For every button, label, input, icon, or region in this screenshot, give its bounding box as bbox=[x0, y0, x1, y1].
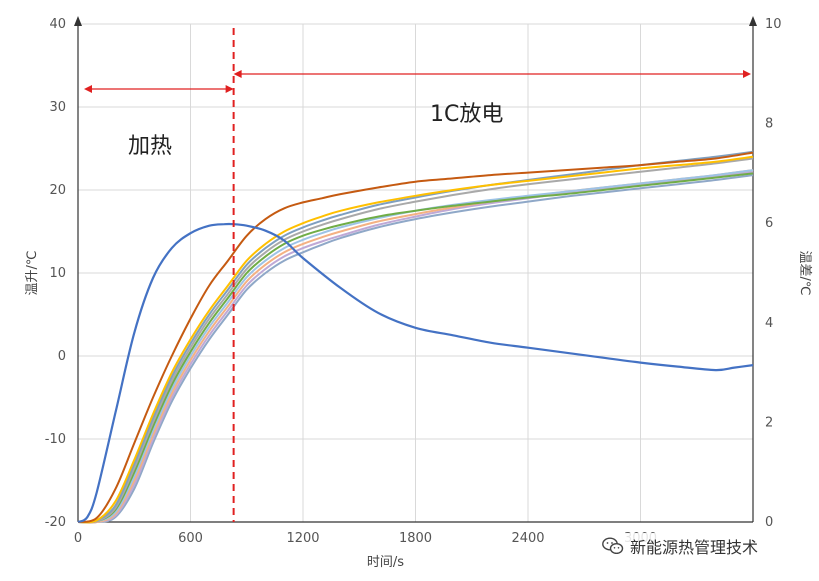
temp-rise-series-line bbox=[77, 157, 754, 524]
heating-span-arrow-arrowhead-left bbox=[84, 85, 92, 93]
x-tick-label: 2400 bbox=[511, 531, 544, 546]
temp-rise-series-line bbox=[77, 150, 754, 524]
y-left-tick-label: -10 bbox=[45, 432, 66, 447]
temp-diff-series-line bbox=[77, 222, 754, 524]
discharge-span-arrow-arrowhead-right bbox=[743, 70, 751, 78]
y-right-axis-title: 温差/℃ bbox=[797, 251, 812, 296]
y-left-tick-label: 40 bbox=[49, 17, 66, 32]
x-tick-label: 600 bbox=[178, 531, 203, 546]
y-left-tick-label: 30 bbox=[49, 100, 66, 115]
annotations: 加热 1C放电 bbox=[84, 28, 751, 522]
y-right-tick-label: 10 bbox=[765, 17, 782, 32]
temp-rise-series-line bbox=[77, 174, 754, 524]
grid bbox=[78, 23, 753, 523]
y-left-tick-label: 0 bbox=[58, 349, 66, 364]
series-lines bbox=[77, 150, 754, 524]
y-left-axis-title: 温升/℃ bbox=[25, 251, 40, 296]
wechat-icon bbox=[602, 537, 624, 555]
y-right-tick-label: 6 bbox=[765, 216, 773, 231]
x-tick-label: 1800 bbox=[399, 531, 432, 546]
temp-rise-series-line bbox=[77, 155, 754, 524]
temp-rise-series-line bbox=[77, 151, 754, 523]
y-right-tick-label: 8 bbox=[765, 117, 773, 132]
y-right-tick-label: 0 bbox=[765, 515, 773, 530]
x-axis-title: 时间/s bbox=[367, 555, 404, 570]
discharge-span-arrow-arrowhead-left bbox=[233, 70, 242, 78]
heating-span-arrow-arrowhead-right bbox=[225, 85, 234, 93]
watermark-text: 新能源热管理技术 bbox=[630, 538, 759, 557]
right-axis-arrow bbox=[749, 16, 757, 26]
x-tick-label: 0 bbox=[74, 531, 82, 546]
y-left-tick-label: 20 bbox=[49, 183, 66, 198]
left-axis-arrow bbox=[74, 16, 82, 26]
discharge-annotation: 1C放电 bbox=[430, 102, 503, 127]
y-right-tick-label: 2 bbox=[765, 415, 773, 430]
axes bbox=[74, 16, 757, 523]
heating-annotation: 加热 bbox=[128, 134, 172, 159]
x-tick-label: 1200 bbox=[286, 531, 319, 546]
y-left-tick-label: 10 bbox=[49, 266, 66, 281]
y-left-tick-label: -20 bbox=[45, 515, 66, 530]
tick-labels: -20-100102030400246810060012001800240030… bbox=[25, 17, 812, 570]
temp-rise-series-line bbox=[77, 169, 754, 524]
temp-rise-series-line bbox=[77, 172, 754, 524]
y-right-tick-label: 4 bbox=[765, 316, 773, 331]
watermark: 新能源热管理技术 bbox=[598, 533, 763, 559]
